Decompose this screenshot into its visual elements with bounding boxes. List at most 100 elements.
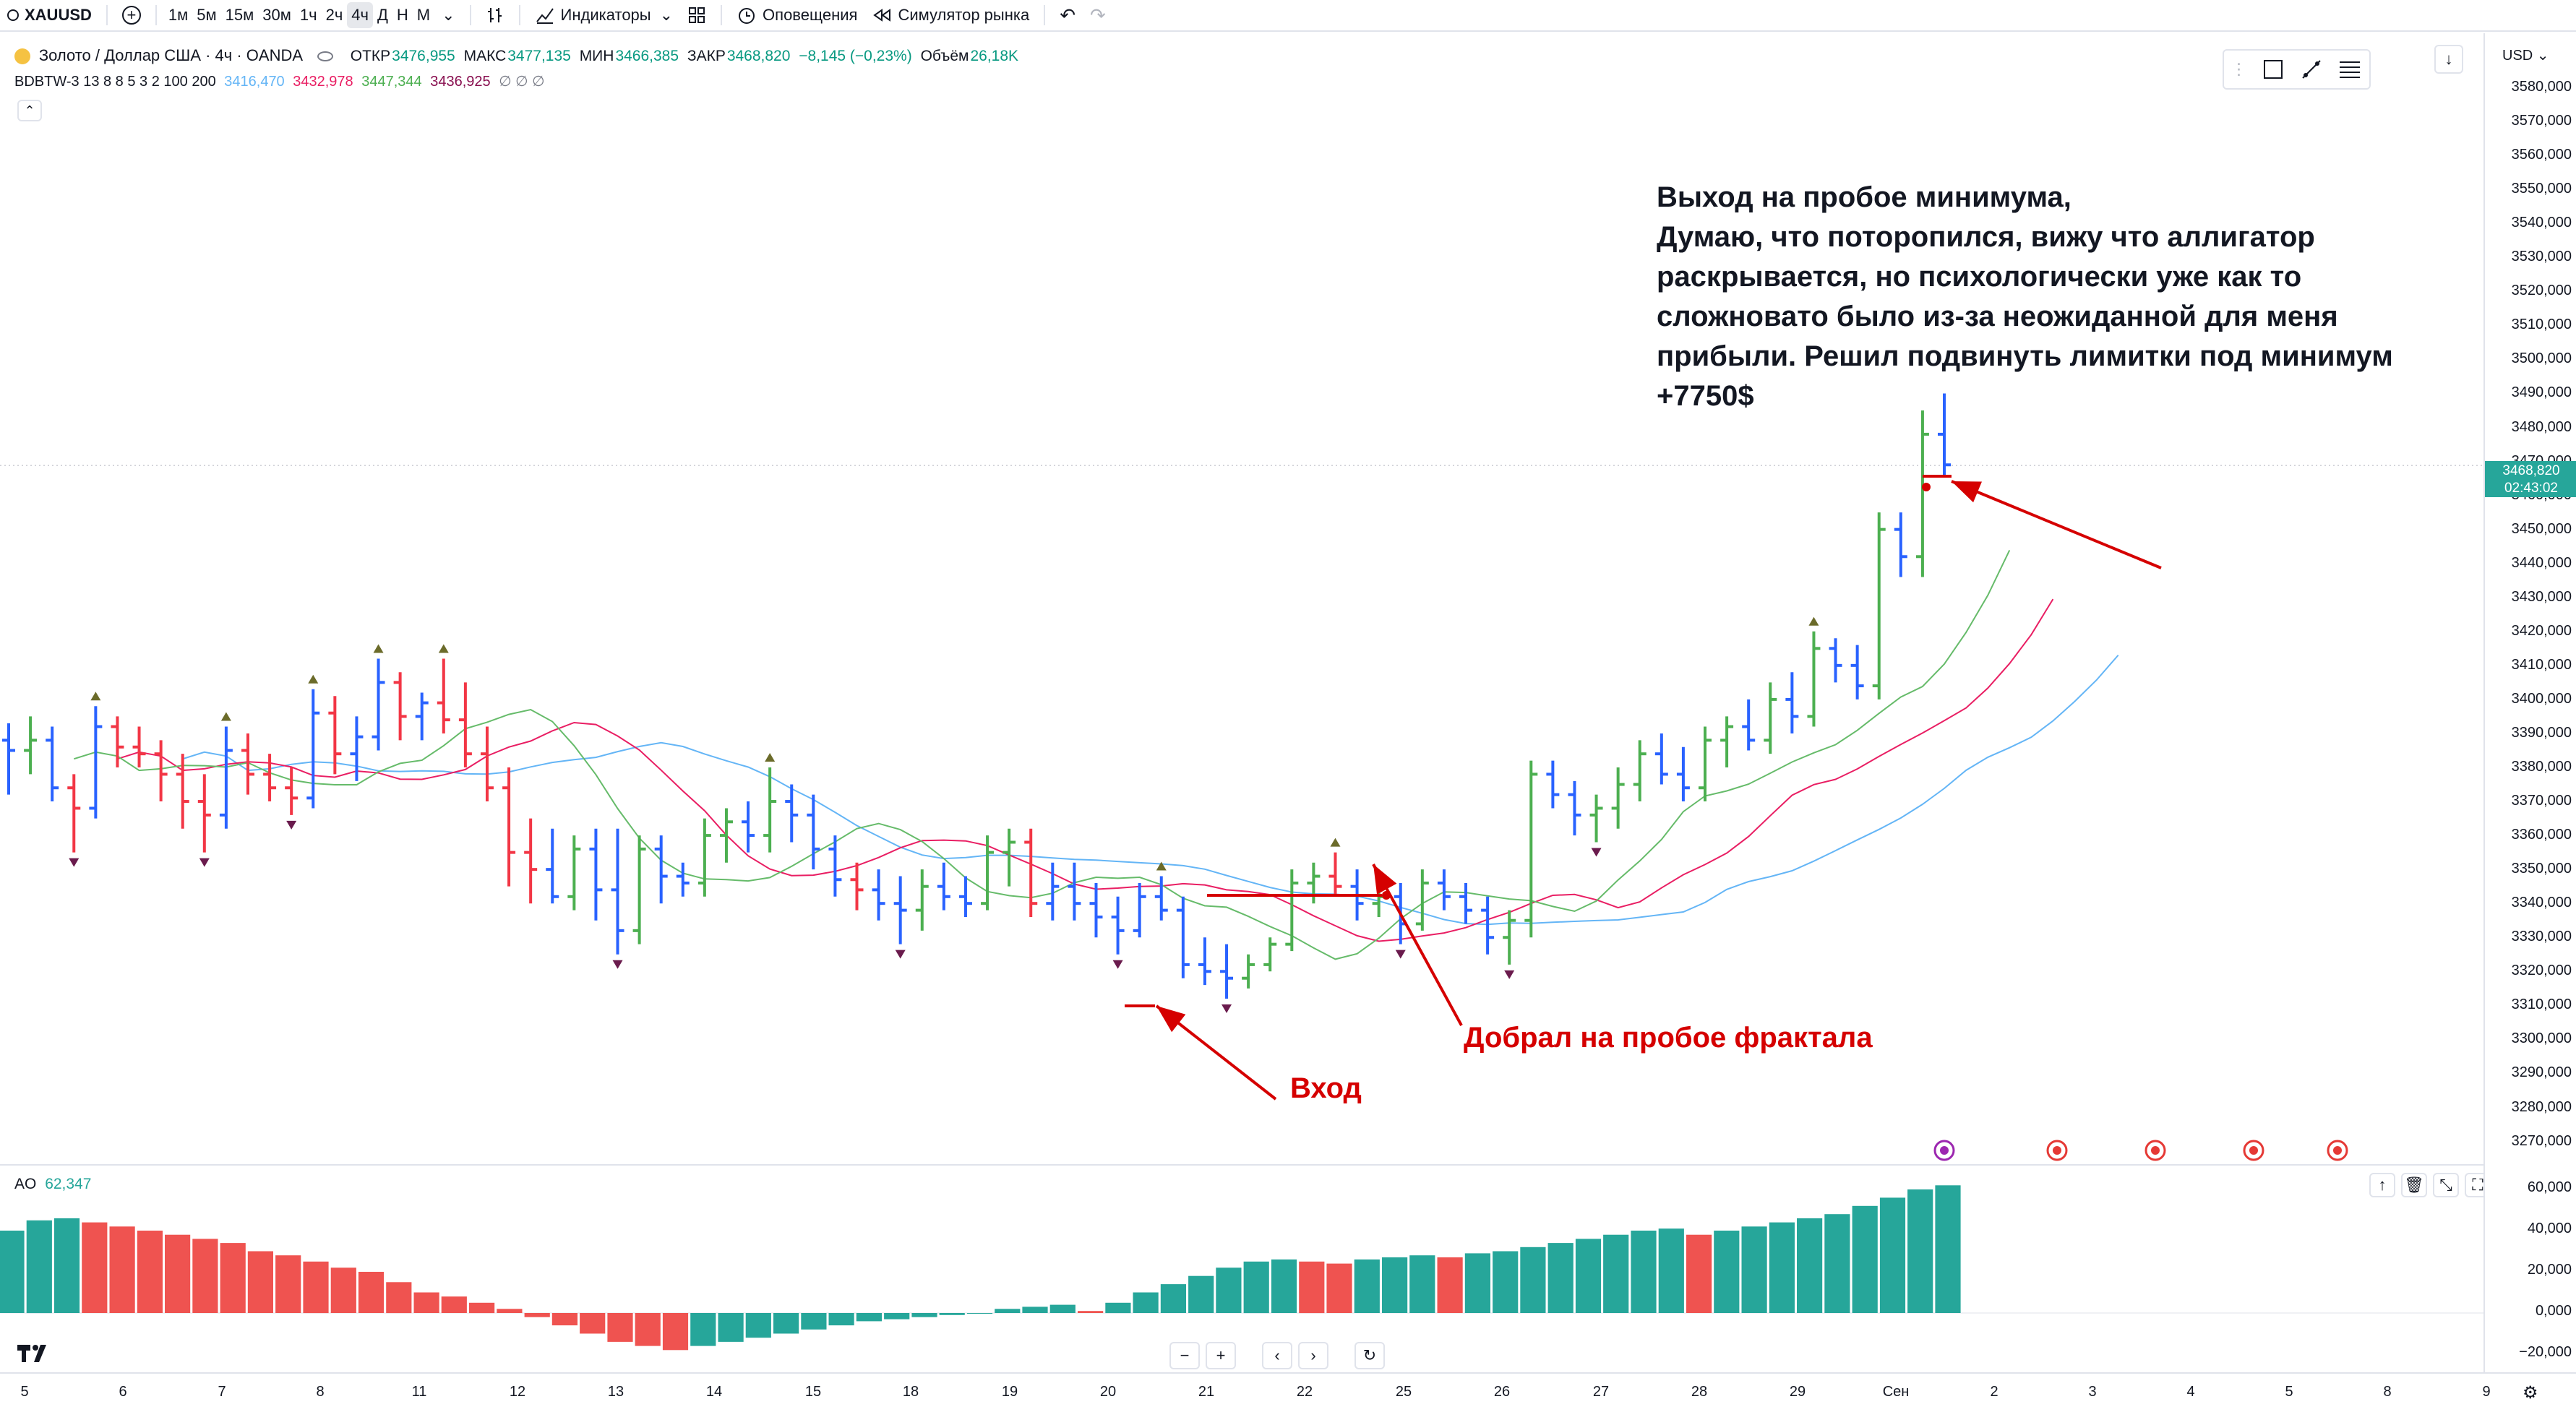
price-bar: [546, 828, 559, 904]
time-axis[interactable]: 5 6 7 8 11 12 13 14 15 18 19 20 21 22 25 26 27 28 29 Сен 2 3 4…: [0, 1342, 2576, 1412]
interval-4ч[interactable]: 4ч: [347, 2, 373, 28]
price-chart-svg[interactable]: [0, 33, 2483, 1164]
price-bar: [1568, 780, 1581, 836]
scale-down-button[interactable]: ↓: [2434, 45, 2463, 74]
currency-selector[interactable]: USD ⌄: [2502, 46, 2549, 64]
ao-axis[interactable]: 60,000 40,000 20,000 0,000 −20,000: [2483, 1164, 2576, 1372]
price-bar: [2, 723, 15, 795]
divider: [518, 5, 520, 25]
rectangle-tool-icon[interactable]: [2261, 57, 2285, 82]
ao-pane[interactable]: AO 62,347 ↑ 🗑 ⤡ ⛶: [0, 1164, 2491, 1372]
undo-button[interactable]: ↶: [1052, 0, 1083, 31]
drawing-tools-panel: ⋮: [2223, 49, 2371, 90]
chart-type-button[interactable]: [478, 0, 512, 31]
ao-bar: [1631, 1231, 1657, 1313]
interval-5м[interactable]: 5м: [197, 6, 217, 24]
price-tick-label: 3380,000: [2511, 759, 2572, 775]
fib-tool-icon[interactable]: [2337, 57, 2362, 82]
delete-pane-button[interactable]: 🗑: [2401, 1173, 2427, 1197]
reset-icon: ↻: [1362, 1346, 1377, 1364]
scroll-right-button[interactable]: ›: [1298, 1342, 1328, 1369]
redo-button[interactable]: ↷: [1083, 0, 1113, 31]
ao-bar: [1271, 1259, 1297, 1313]
interval-30м[interactable]: 30м: [262, 6, 291, 24]
down-fractal-marker: [286, 820, 297, 830]
price-bar: [1133, 882, 1146, 938]
price-tick-label: 3450,000: [2511, 520, 2572, 537]
gear-icon: ⚙: [2523, 1383, 2538, 1403]
price-bar: [197, 774, 211, 853]
ao-bar: [0, 1231, 25, 1313]
time-tick-label: 18: [902, 1384, 919, 1400]
interval-1м[interactable]: 1м: [168, 6, 189, 24]
symbol-search[interactable]: XAUUSD: [0, 0, 99, 31]
main-chart-pane[interactable]: Золото / Доллар США · 4ч · OANDA ОТКР347…: [0, 33, 2483, 1164]
collapse-pane-button[interactable]: ⤡: [2433, 1173, 2459, 1197]
time-tick-label: 28: [1691, 1384, 1708, 1400]
ao-histogram-svg[interactable]: [0, 1166, 2483, 1372]
price-bar: [1589, 794, 1603, 843]
indicator-value-2: 3432,978: [293, 74, 353, 90]
alerts-button[interactable]: Оповещения: [729, 0, 864, 31]
time-tick-label: 8: [316, 1384, 325, 1400]
tradingview-logo[interactable]: [16, 1342, 52, 1369]
price-bar: [89, 706, 103, 819]
price-bar: [1220, 944, 1234, 999]
compare-button[interactable]: +: [115, 0, 148, 31]
zoom-in-button[interactable]: +: [1206, 1342, 1236, 1369]
axis-settings-button[interactable]: ⚙: [2523, 1382, 2538, 1403]
price-tick-label: 3560,000: [2511, 147, 2572, 163]
price-bar: [1415, 869, 1429, 931]
ao-bar: [192, 1239, 218, 1313]
alligator-jaw-line: [182, 654, 2119, 926]
event-dot: [2333, 1146, 2342, 1155]
ao-bar: [662, 1313, 689, 1351]
interval-Н[interactable]: Н: [396, 6, 408, 24]
price-bar: [958, 876, 972, 918]
scroll-left-button[interactable]: ‹: [1262, 1342, 1292, 1369]
reset-chart-button[interactable]: ↻: [1354, 1342, 1385, 1369]
drag-handle-icon[interactable]: ⋮: [2231, 60, 2247, 78]
zoom-out-button[interactable]: −: [1169, 1342, 1200, 1369]
exit-line-5: прибыли. Решил подвинуть лимитки под мин…: [1657, 340, 2393, 372]
indicators-button[interactable]: Индикаторы ⌄: [528, 0, 681, 31]
interval-М[interactable]: М: [416, 6, 431, 24]
collapse-legend-button[interactable]: ⌃: [17, 100, 42, 121]
move-pane-up-button[interactable]: ↑: [2369, 1173, 2395, 1197]
replay-icon: [873, 9, 891, 22]
price-bar: [807, 794, 820, 870]
event-dot: [2151, 1146, 2160, 1155]
price-bar: [176, 754, 189, 829]
indicator-value-1: 3416,470: [224, 74, 285, 90]
replay-button[interactable]: Симулятор рынка: [864, 0, 1036, 31]
ao-bar: [26, 1220, 52, 1314]
ao-bar: [690, 1313, 716, 1346]
interval-2ч[interactable]: 2ч: [325, 6, 343, 24]
price-bar: [1894, 512, 1907, 577]
interval-Д[interactable]: Д: [377, 6, 388, 24]
price-bar: [1176, 896, 1190, 978]
legend-title: Золото / Доллар США · 4ч · OANDA: [38, 46, 304, 64]
interval-1ч[interactable]: 1ч: [299, 6, 317, 24]
price-bar: [1503, 910, 1516, 965]
current-price: 3468,820: [2502, 463, 2560, 478]
trash-icon: 🗑: [2404, 1176, 2424, 1194]
layout-button[interactable]: [680, 0, 713, 31]
eye-icon[interactable]: [317, 51, 333, 62]
up-fractal-marker: [765, 753, 776, 762]
ao-legend[interactable]: AO 62,347: [14, 1176, 95, 1193]
interval-dropdown[interactable]: ⌄: [434, 0, 462, 31]
price-bar: [1003, 828, 1016, 887]
time-tick-label: 25: [1395, 1384, 1412, 1400]
interval-15м[interactable]: 15м: [225, 6, 254, 24]
chevron-left-icon: ‹: [1274, 1346, 1280, 1364]
price-axis[interactable]: USD ⌄ 3580,000 3570,000 3560,000 3550,000 35…: [2483, 33, 2576, 1164]
us-flag-event-icon: [2327, 1140, 2348, 1161]
trendline-tool-icon[interactable]: [2299, 57, 2324, 82]
chevron-up-icon: ⌃: [24, 103, 35, 118]
price-bar: [1263, 937, 1277, 972]
ao-bar: [801, 1313, 827, 1330]
redo-icon: ↷: [1090, 4, 1106, 26]
price-bar: [828, 835, 842, 897]
indicator-legend[interactable]: BDBTW-3 13 8 8 5 3 2 100 200 3416,470 34…: [14, 72, 549, 90]
